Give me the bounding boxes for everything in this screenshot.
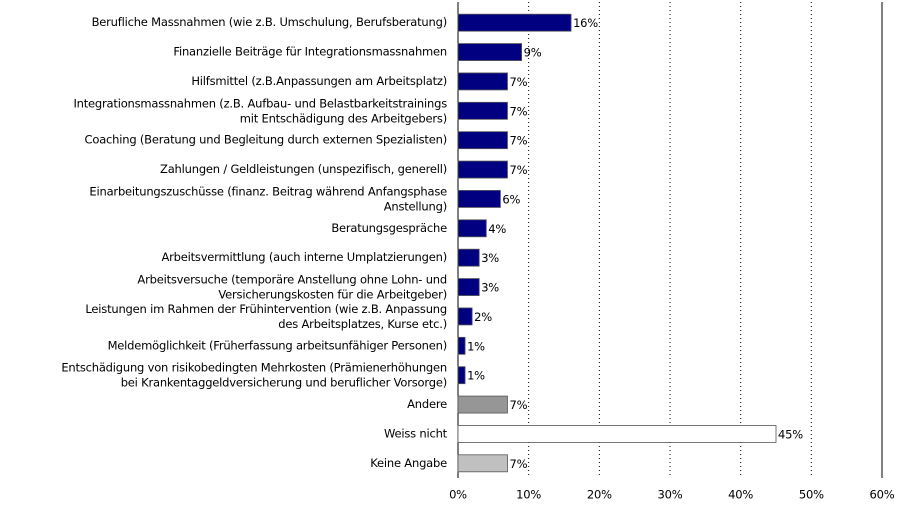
data-label: 7% [509,457,527,471]
y-tick-label: Weiss nicht [384,426,448,440]
bar [457,336,466,355]
y-tick-label: Zahlungen / Geldleistungen (unspezifisch… [160,162,447,176]
data-label: 4% [488,222,506,236]
bar [457,366,466,385]
x-tick-label: 0% [449,488,467,502]
y-tick-label: Arbeitsvermittlung (auch interne Umplatz… [161,250,447,264]
y-tick-label: Keine Angabe [370,456,447,470]
x-tick-label: 40% [728,488,753,502]
data-label: 6% [502,192,520,206]
bar [457,219,487,238]
bar [457,454,508,473]
bar [457,307,473,326]
y-tick-label: Einarbeitungszuschüsse (finanz. Beitrag … [89,184,447,213]
y-tick-label: Leistungen im Rahmen der Frühinterventio… [85,301,447,330]
bar [457,131,508,150]
y-tick-label: Andere [407,397,447,411]
data-label: 7% [509,398,527,412]
data-label: 1% [467,339,485,353]
bar [457,248,480,267]
y-tick-label: Hilfsmittel (z.B.Anpassungen am Arbeitsp… [191,74,447,88]
y-tick-label: Integrationsmassnahmen (z.B. Aufbau- und… [73,96,447,125]
data-label: 7% [509,163,527,177]
y-tick-label: Coaching (Beratung und Begleitung durch … [85,133,447,147]
data-label: 3% [481,251,499,265]
data-label: 1% [467,369,485,383]
y-tick-label: Beratungsgespräche [331,221,447,235]
bar [457,190,501,208]
bar [457,13,572,32]
bar [457,425,777,443]
y-tick-label: Berufliche Massnahmen (wie z.B. Umschulu… [92,15,447,29]
data-label: 2% [474,310,492,324]
bar [457,278,480,296]
bar [457,72,508,91]
x-tick-label: 10% [516,488,541,502]
data-label: 45% [778,427,803,441]
y-tick-label: Finanzielle Beiträge für Integrationsmas… [173,45,447,59]
bar [457,101,508,120]
data-label: 16% [573,16,598,30]
x-tick-label: 30% [658,488,683,502]
bar [457,160,508,179]
data-label: 7% [509,104,527,118]
y-tick-label: Entschädigung von risikobedingten Mehrko… [61,360,447,389]
x-tick-label: 50% [799,488,824,502]
data-label: 7% [509,75,527,89]
data-label: 9% [524,46,542,60]
y-tick-label: Arbeitsversuche (temporäre Anstellung oh… [137,272,447,301]
data-label: 7% [509,134,527,148]
y-tick-label: Meldemöglichkeit (Früherfassung arbeitsu… [108,338,447,352]
bar [457,43,522,61]
data-label: 3% [481,281,499,295]
x-tick-label: 20% [587,488,612,502]
x-tick-label: 60% [870,488,895,502]
bar [457,395,508,414]
